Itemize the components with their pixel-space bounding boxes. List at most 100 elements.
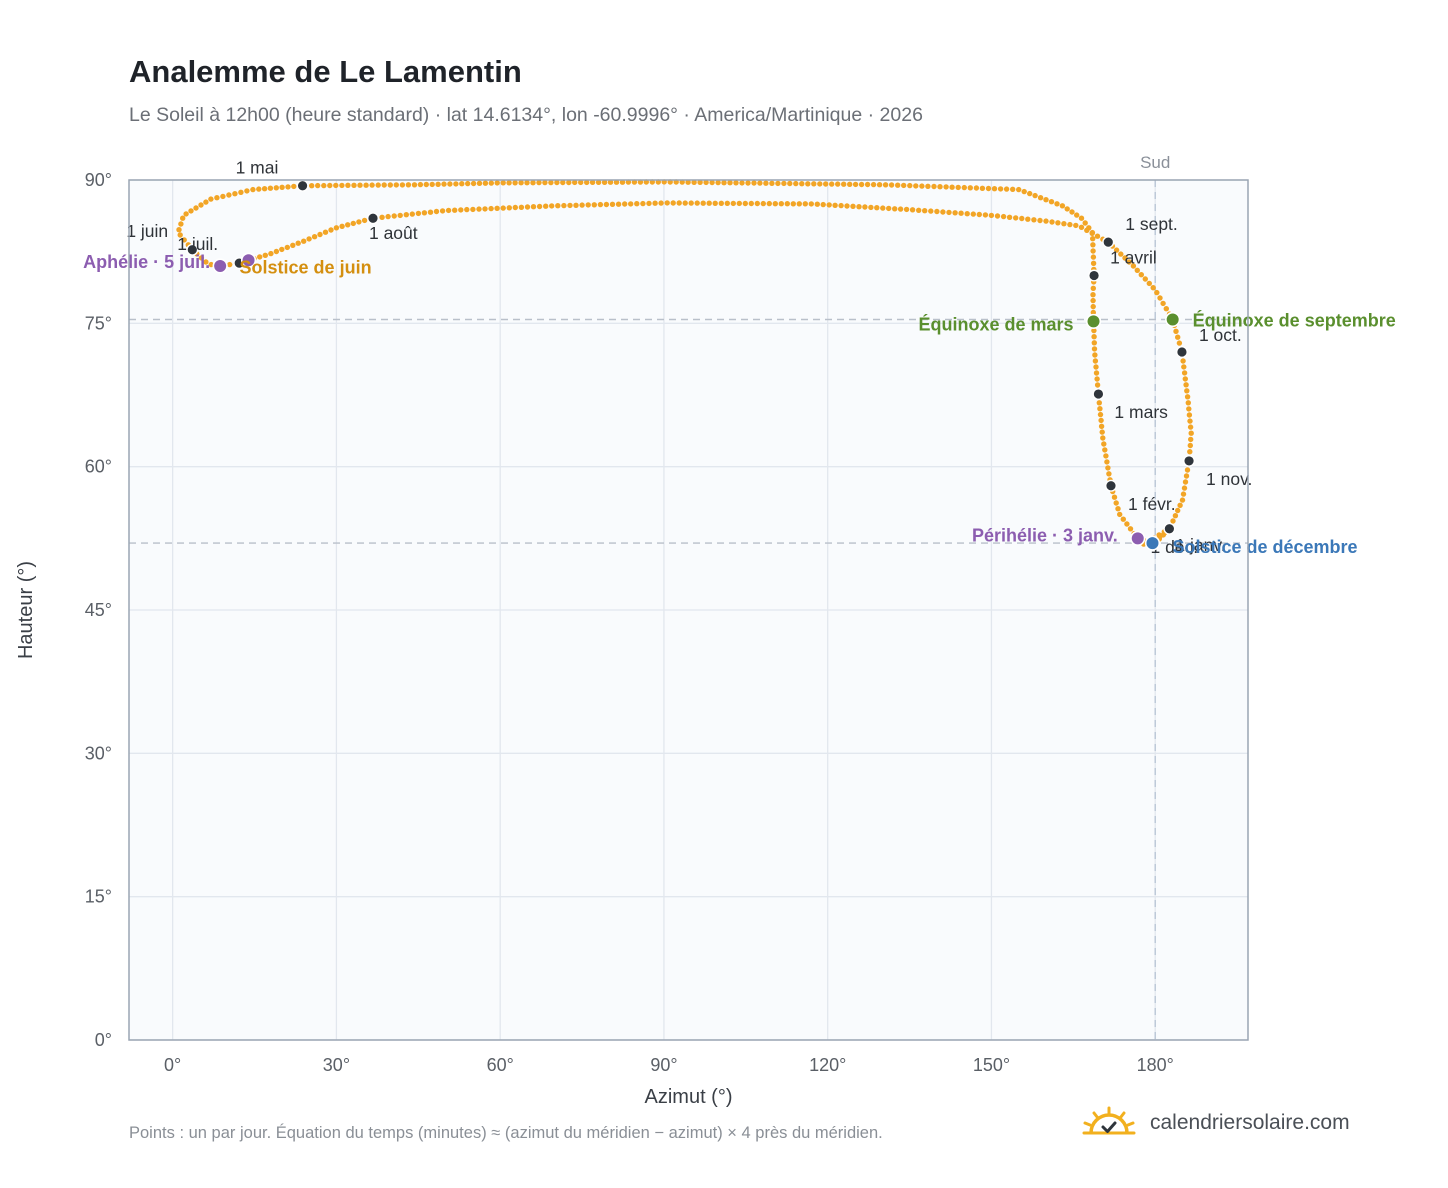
- day-point: [1184, 467, 1191, 473]
- day-point: [333, 225, 340, 231]
- day-point: [524, 180, 530, 186]
- day-point: [880, 205, 886, 211]
- day-point: [958, 210, 964, 216]
- day-point: [1103, 453, 1109, 459]
- day-point: [1150, 285, 1156, 291]
- day-point: [1124, 521, 1130, 527]
- month-label: 1 févr.: [1128, 494, 1176, 514]
- day-point: [459, 181, 465, 187]
- day-point: [973, 185, 980, 191]
- day-point: [1113, 247, 1120, 253]
- day-point: [518, 204, 525, 210]
- day-point: [387, 182, 393, 188]
- day-point: [339, 223, 345, 229]
- day-point: [1146, 280, 1153, 287]
- day-point: [1061, 221, 1067, 227]
- day-point: [1181, 370, 1188, 376]
- day-point: [1175, 334, 1181, 340]
- day-point: [439, 208, 446, 214]
- day-point: [311, 234, 318, 240]
- day-point: [500, 205, 506, 211]
- day-point: [1181, 485, 1188, 491]
- day-point: [435, 181, 441, 187]
- day-point: [1177, 502, 1183, 508]
- day-point: [250, 186, 256, 193]
- day-point: [919, 183, 925, 189]
- day-point: [652, 200, 658, 206]
- day-point: [1138, 272, 1145, 278]
- day-point: [640, 200, 646, 207]
- event-marker: [1144, 535, 1161, 551]
- day-point: [1090, 242, 1096, 248]
- day-point: [997, 186, 1004, 192]
- brand-text[interactable]: calendriersolaire.com: [1150, 1111, 1350, 1134]
- day-point: [805, 181, 811, 187]
- day-point: [1100, 435, 1106, 441]
- day-point: [685, 179, 691, 185]
- day-point: [417, 181, 424, 188]
- day-point: [1089, 230, 1095, 236]
- day-point: [1043, 218, 1049, 224]
- day-point: [1115, 506, 1121, 512]
- day-point: [814, 201, 820, 207]
- day-point: [1084, 227, 1090, 233]
- event-label: Périhélie · 3 janv.: [972, 525, 1118, 545]
- day-point: [1048, 199, 1055, 205]
- day-point: [961, 184, 967, 191]
- day-point: [1127, 526, 1134, 532]
- day-point: [979, 185, 986, 191]
- day-point: [925, 183, 931, 189]
- day-point: [778, 201, 784, 207]
- day-point: [1003, 186, 1010, 192]
- day-point: [1105, 465, 1111, 471]
- day-point: [244, 188, 250, 194]
- day-point: [1117, 511, 1123, 518]
- day-point: [1182, 376, 1189, 382]
- x-tick-label: 180°: [1137, 1055, 1174, 1075]
- event-label: Solstice de juin: [240, 257, 372, 277]
- month-label: 1 mai: [236, 158, 279, 178]
- day-point: [1078, 215, 1085, 221]
- day-point: [772, 201, 778, 207]
- day-point: [409, 211, 415, 217]
- day-point: [375, 182, 381, 188]
- day-point: [850, 203, 856, 209]
- day-point: [470, 180, 477, 187]
- event-marker: [1130, 530, 1146, 546]
- day-point: [573, 202, 579, 208]
- day-point: [345, 222, 351, 228]
- brand[interactable]: calendriersolaire.com: [1082, 1103, 1350, 1143]
- event-markers: Équinoxe de mars Équinoxe de septembre Sol…: [83, 252, 1396, 557]
- day-point: [709, 179, 715, 186]
- day-point: [763, 180, 769, 186]
- day-point: [1027, 190, 1033, 197]
- day-point: [1067, 221, 1073, 228]
- day-point: [203, 199, 209, 205]
- day-point: [542, 179, 548, 186]
- month-label: 1 juin: [126, 221, 168, 241]
- day-point: [309, 183, 315, 189]
- day-point: [1094, 376, 1100, 382]
- day-point: [1096, 400, 1103, 406]
- day-point: [1184, 388, 1190, 394]
- day-point: [494, 180, 500, 186]
- day-point: [658, 200, 664, 206]
- day-point: [907, 182, 913, 189]
- day-point: [799, 181, 805, 187]
- month-label: 1 déc.: [1150, 537, 1198, 557]
- day-point: [476, 206, 482, 212]
- day-point: [506, 180, 512, 186]
- day-point: [180, 215, 186, 221]
- day-point: [512, 180, 518, 186]
- day-point: [427, 209, 434, 215]
- day-point: [464, 206, 470, 213]
- day-point: [273, 248, 280, 255]
- day-point: [1120, 516, 1127, 522]
- day-point: [1090, 254, 1097, 260]
- day-point: [1175, 507, 1181, 514]
- day-point: [1170, 518, 1176, 524]
- day-point: [238, 189, 244, 195]
- day-point: [262, 252, 268, 258]
- day-point: [295, 240, 301, 246]
- day-point: [901, 182, 907, 189]
